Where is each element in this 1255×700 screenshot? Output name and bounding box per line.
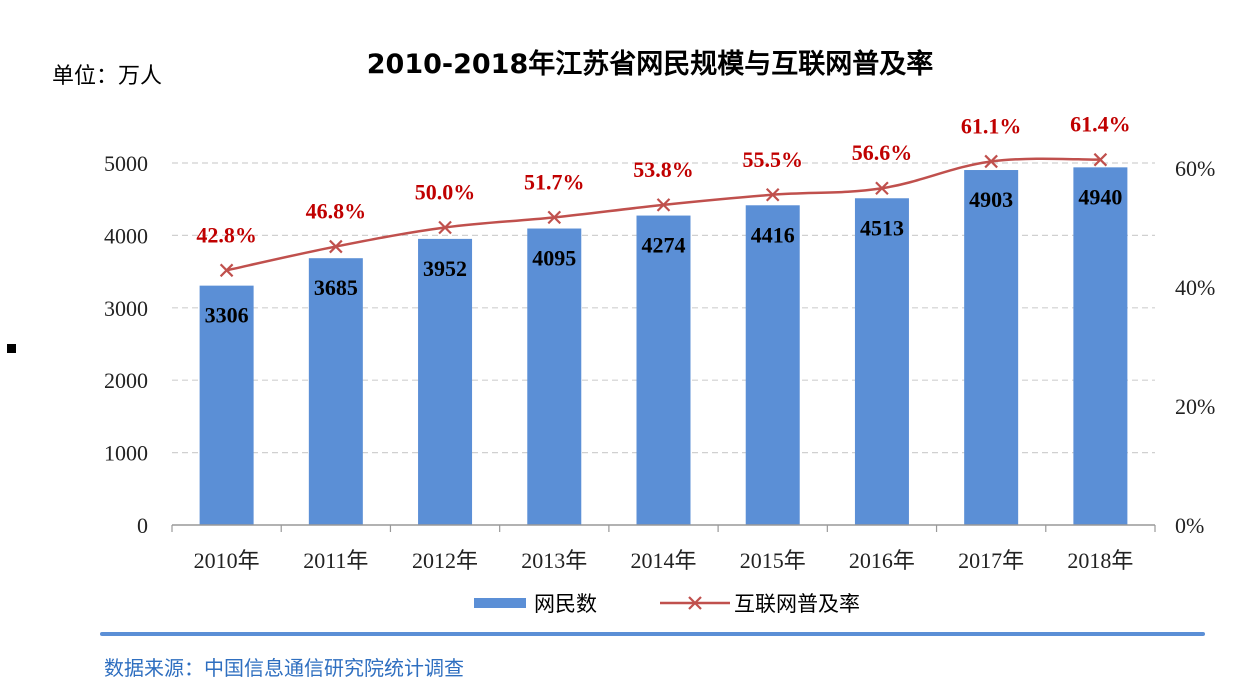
marker-stroke (219, 263, 234, 278)
percent-label: 50.0% (415, 180, 476, 205)
line-point-marker (984, 154, 998, 169)
bar-value-label: 4274 (642, 233, 686, 258)
x-tick-label: 2018年 (1067, 548, 1133, 573)
bar (308, 258, 363, 525)
x-tick-label: 2011年 (303, 548, 368, 573)
marker-stroke (656, 198, 671, 212)
y-left-tick-label: 1000 (104, 441, 148, 466)
percent-label: 53.8% (633, 157, 694, 182)
bar-value-label: 4903 (969, 187, 1013, 212)
legend-line-label: 互联网普及率 (734, 592, 860, 616)
source-note: 数据来源：中国信息通信研究院统计调查 (104, 656, 464, 680)
bar (1073, 167, 1128, 525)
percent-label: 61.4% (1070, 112, 1131, 137)
x-tick-label: 2013年 (521, 548, 587, 573)
y-left-tick-label: 3000 (104, 296, 148, 321)
legend-bar-swatch (474, 598, 526, 608)
x-tick-label: 2010年 (194, 548, 260, 573)
legend-line-marker (688, 596, 702, 610)
bar-value-label: 4513 (860, 215, 904, 240)
bar (527, 228, 582, 525)
bar-value-label: 4416 (751, 222, 795, 247)
bar-value-label: 3685 (314, 275, 358, 300)
y-right-tick-label: 40% (1175, 275, 1215, 300)
marker-stroke (1093, 152, 1108, 167)
legend: 网民数 互联网普及率 (474, 592, 860, 616)
percent-label: 42.8% (196, 222, 257, 247)
bar (199, 285, 254, 525)
percent-label: 61.1% (961, 113, 1022, 138)
bar-value-label: 4095 (532, 246, 576, 271)
y-left-tick-label: 2000 (104, 368, 148, 393)
line-point-marker (219, 263, 234, 278)
legend-bar-label: 网民数 (534, 592, 597, 616)
bar-series (199, 167, 1128, 526)
bar (745, 205, 800, 525)
y-left-tick-label: 5000 (104, 151, 148, 176)
line-point-marker (875, 181, 889, 196)
marker-stroke (984, 154, 998, 169)
unit-label: 单位：万人 (52, 64, 163, 89)
marker-stroke (329, 239, 343, 254)
marker-stroke (875, 181, 889, 196)
x-tick-label: 2015年 (740, 548, 806, 573)
x-tick-label: 2016年 (849, 548, 915, 573)
bar-value-label: 3306 (205, 303, 249, 328)
line-series (219, 152, 1108, 278)
percent-label: 55.5% (742, 147, 803, 172)
divider-rule (100, 632, 1205, 636)
bar (854, 198, 909, 526)
bullet-marker (7, 344, 16, 353)
marker-stroke (765, 187, 780, 202)
y-right-tick-label: 20% (1175, 394, 1215, 419)
y-right-tick-label: 60% (1175, 156, 1215, 181)
line-point-marker (438, 220, 452, 235)
line-point-marker (765, 187, 780, 202)
bar (636, 215, 691, 526)
axes: 0 1000 2000 3000 4000 5000 0% 20% 40% 60% 2010年 201… (104, 151, 1215, 573)
x-tick-label: 2012年 (412, 548, 478, 573)
line-point-marker (656, 198, 671, 212)
percent-label: 56.6% (852, 140, 913, 165)
marker-stroke (547, 210, 562, 225)
bar (964, 170, 1019, 525)
x-tick-label: 2017年 (958, 548, 1024, 573)
bar-value-label: 3952 (423, 256, 467, 281)
percent-label: 51.7% (524, 169, 585, 194)
percent-label: 46.8% (306, 199, 367, 224)
x-tick-label: 2014年 (630, 548, 696, 573)
line-point-marker (1093, 152, 1108, 167)
y-left-tick-label: 0 (137, 513, 148, 538)
y-right-tick-label: 0% (1175, 513, 1204, 538)
percent-labels: 42.8% 46.8% 50.0% 51.7% 53.8% 55.5% 56.6% 61.1%… (196, 112, 1130, 248)
marker-stroke (438, 220, 452, 235)
y-left-tick-label: 4000 (104, 223, 148, 248)
chart-title: 2010-2018年江苏省网民规模与互联网普及率 (366, 49, 934, 80)
line-point-marker (329, 239, 343, 254)
line-point-marker (547, 210, 562, 225)
bar-value-label: 4940 (1078, 184, 1122, 209)
bar-labels: 3306 3685 3952 4095 4274 4416 4513 4903 4940 (205, 184, 1123, 327)
bar (418, 238, 473, 526)
